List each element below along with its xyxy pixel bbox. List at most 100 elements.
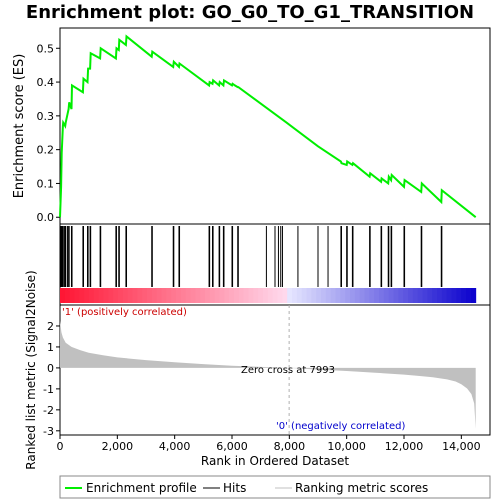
color-bar-segment — [161, 288, 167, 303]
color-bar-segment — [238, 288, 245, 303]
hits-panel — [59, 223, 491, 306]
metric-y-tick-label: 0 — [47, 362, 54, 375]
color-bar-segment — [253, 288, 259, 303]
color-bar-segment — [393, 288, 399, 303]
legend-box — [59, 475, 491, 499]
es-y-ticks: 0.0 0.1 0.2 0.3 0.4 0.5 — [37, 42, 60, 224]
color-bar-segment — [171, 288, 177, 303]
color-bar-segment — [311, 288, 317, 303]
metric-y-tick-label: 1 — [47, 341, 54, 354]
metric-y-axis-label: Ranked list metric (Signal2Noise) — [24, 270, 38, 469]
color-bar-segment — [190, 288, 196, 303]
metric-panel-frame — [59, 304, 491, 436]
color-bar-segment — [441, 288, 448, 303]
enrichment-profile-line — [59, 34, 477, 218]
color-bar-segment — [98, 288, 104, 303]
color-bar-segment — [330, 288, 336, 303]
metric-y-tick-label: 2 — [47, 320, 54, 333]
x-axis-ticks: 0 2,000 4,000 6,000 8,000 10,000 12,000 14,000 — [57, 435, 481, 453]
color-bar-segment — [451, 288, 457, 303]
color-bar-segment — [142, 288, 148, 303]
metric-y-tick-label: -1 — [43, 383, 54, 396]
ranking-color-bar — [60, 288, 477, 303]
color-bar-segment — [84, 288, 90, 303]
color-bar-segment — [345, 288, 351, 303]
x-tick-label: 12,000 — [385, 440, 424, 453]
color-bar-segment — [176, 288, 182, 303]
metric-y-tick-label: -3 — [43, 425, 54, 438]
color-bar-segment — [234, 288, 240, 303]
es-y-axis-label: Enrichment score (ES) — [12, 54, 27, 199]
color-bar-segment — [224, 288, 230, 303]
color-bar-segment — [456, 288, 462, 303]
color-bar-segment — [364, 288, 370, 303]
color-bar-segment — [296, 288, 303, 303]
x-tick-label: 8,000 — [274, 440, 306, 453]
color-bar-segment — [354, 288, 361, 303]
zero-cross-label: Zero cross at 7993 — [241, 365, 335, 376]
legend: Enrichment profile Hits Ranking metric s… — [59, 475, 491, 499]
metric-panel: -3 -2 -1 0 1 2 '1' (positively correlated) Ze… — [24, 270, 491, 470]
color-bar-segment — [470, 288, 477, 303]
color-bar-segment — [60, 288, 66, 303]
color-bar-segment — [113, 288, 119, 303]
legend-label-hits: Hits — [223, 481, 246, 495]
es-y-tick-label: 0.5 — [37, 42, 55, 55]
color-bar-segment — [412, 288, 419, 303]
metric-y-ticks: -3 -2 -1 0 1 2 — [43, 320, 60, 438]
x-tick-label: 0 — [57, 440, 64, 453]
color-bar-segment — [122, 288, 129, 303]
x-axis-label: Rank in Ordered Dataset — [201, 454, 349, 468]
positive-correlation-label: '1' (positively correlated) — [62, 307, 187, 318]
color-bar-segment — [277, 288, 283, 303]
es-panel-frame — [59, 27, 491, 225]
color-bar-segment — [287, 288, 293, 303]
color-bar-segment — [306, 288, 312, 303]
color-bar-segment — [185, 288, 191, 303]
color-bar-segment — [263, 288, 269, 303]
color-bar-segment — [180, 288, 187, 303]
color-bar-segment — [89, 288, 95, 303]
color-bar-segment — [379, 288, 385, 303]
es-y-tick-label: 0.0 — [37, 211, 55, 224]
color-bar-segment — [132, 288, 138, 303]
color-bar-segment — [156, 288, 162, 303]
color-bar-segment — [417, 288, 423, 303]
color-bar-segment — [243, 288, 249, 303]
color-bar-segment — [325, 288, 332, 303]
legend-label-enrichment: Enrichment profile — [86, 481, 197, 495]
color-bar-segment — [195, 288, 201, 303]
es-y-tick-label: 0.2 — [37, 144, 55, 157]
color-bar-segment — [374, 288, 380, 303]
color-bar-segment — [267, 288, 274, 303]
color-bar-segment — [69, 288, 75, 303]
es-y-tick-label: 0.4 — [37, 76, 55, 89]
color-bar-segment — [93, 288, 100, 303]
color-bar-segment — [209, 288, 216, 303]
color-bar-segment — [79, 288, 85, 303]
color-bar-segment — [359, 288, 365, 303]
color-bar-segment — [398, 288, 404, 303]
x-tick-label: 10,000 — [327, 440, 366, 453]
es-y-tick-label: 0.1 — [37, 177, 55, 190]
color-bar-segment — [466, 288, 472, 303]
color-bar-segment — [388, 288, 394, 303]
hit-marks — [60, 226, 443, 287]
color-bar-segment — [219, 288, 225, 303]
color-bar-segment — [64, 288, 71, 303]
color-bar-segment — [350, 288, 356, 303]
color-bar-segment — [118, 288, 124, 303]
color-bar-segment — [427, 288, 433, 303]
color-bar-segment — [403, 288, 409, 303]
legend-label-ranking: Ranking metric scores — [295, 481, 428, 495]
color-bar-segment — [301, 288, 307, 303]
color-bar-segment — [258, 288, 264, 303]
color-bar-segment — [340, 288, 346, 303]
color-bar-segment — [103, 288, 109, 303]
color-bar-segment — [282, 288, 288, 303]
x-tick-label: 4,000 — [159, 440, 191, 453]
metric-y-tick-label: -2 — [43, 404, 54, 417]
es-panel: 0.0 0.1 0.2 0.3 0.4 0.5 Enrichment score (ES) — [12, 27, 491, 225]
color-bar-segment — [316, 288, 322, 303]
